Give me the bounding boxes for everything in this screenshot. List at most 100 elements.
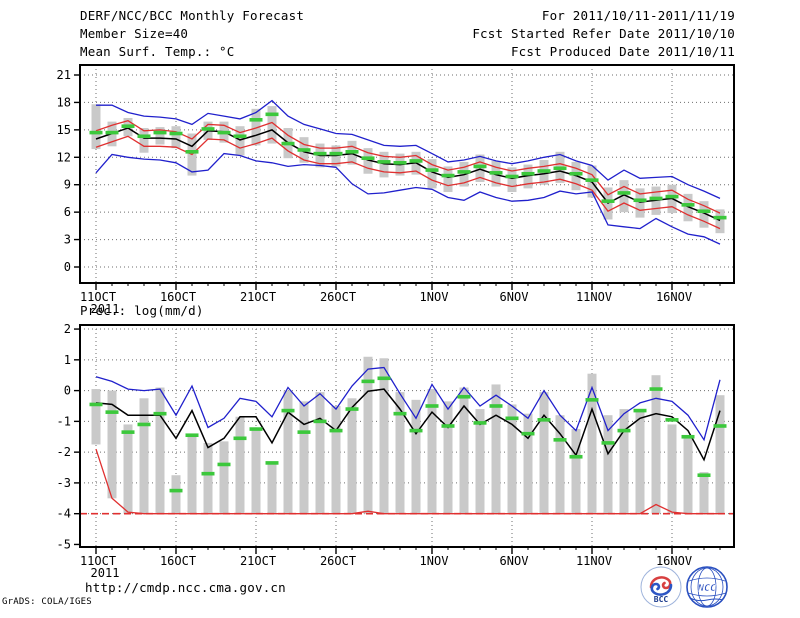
series-mean-plus-sd bbox=[95, 119, 721, 214]
x-tick-year-label: 2011 bbox=[91, 302, 120, 316]
x-tick-label: 26OCT bbox=[320, 290, 356, 304]
header-row-3: Mean Surf. Temp.: °C Fcst Produced Date … bbox=[80, 44, 735, 59]
range-bar bbox=[571, 429, 581, 514]
y-tick-label: 0 bbox=[64, 260, 71, 274]
y-tick-label: 1 bbox=[64, 353, 71, 367]
range-bar bbox=[315, 392, 325, 514]
x-tick-year-label: 2011 bbox=[91, 566, 120, 580]
x-tick-label: 1NOV bbox=[420, 290, 449, 304]
range-bar bbox=[267, 106, 277, 144]
range-bar bbox=[219, 441, 229, 514]
valid-range: For 2011/10/11-2011/11/19 bbox=[541, 8, 735, 23]
range-bar bbox=[363, 356, 373, 514]
y-tick-label: 2 bbox=[64, 322, 71, 336]
range-bar bbox=[587, 373, 597, 514]
range-bar bbox=[91, 389, 101, 445]
range-bar bbox=[491, 384, 501, 514]
series-ensemble-max bbox=[95, 366, 721, 442]
y-tick-label: -2 bbox=[57, 445, 71, 459]
range-bar bbox=[251, 427, 261, 514]
page-title: DERF/NCC/BCC Monthly Forecast bbox=[80, 8, 305, 23]
range-bar bbox=[427, 389, 437, 514]
ncc-logo: NCC bbox=[686, 566, 728, 608]
prec-panel-label: Prec.: log(mm/d) bbox=[80, 303, 204, 318]
range-bar bbox=[171, 126, 181, 149]
range-bar bbox=[235, 416, 245, 514]
x-tick-label: 26OCT bbox=[320, 554, 356, 568]
range-bar bbox=[507, 404, 517, 514]
x-tick-label: 16NOV bbox=[656, 554, 692, 568]
svg-text:BCC: BCC bbox=[654, 595, 669, 604]
range-bar bbox=[523, 164, 533, 189]
header-row-1: DERF/NCC/BCC Monthly Forecast For 2011/1… bbox=[80, 8, 735, 23]
range-bar bbox=[603, 415, 613, 514]
range-bar bbox=[347, 398, 357, 514]
svg-text:NCC: NCC bbox=[697, 583, 716, 594]
y-tick-label: -4 bbox=[57, 507, 71, 521]
x-tick-label: 21OCT bbox=[240, 290, 276, 304]
x-tick-label: 6NOV bbox=[500, 290, 529, 304]
range-bar bbox=[443, 166, 453, 193]
range-bar bbox=[475, 154, 485, 182]
range-bar bbox=[155, 387, 165, 514]
y-tick-label: -1 bbox=[57, 414, 71, 428]
bcc-logo: BCC bbox=[640, 566, 682, 608]
plot-frame bbox=[79, 324, 735, 548]
range-bar bbox=[683, 435, 693, 514]
grads-credit: GrADS: COLA/IGES bbox=[2, 597, 92, 607]
x-tick-label: 16OCT bbox=[160, 290, 196, 304]
x-tick-label: 1NOV bbox=[420, 554, 449, 568]
range-bar bbox=[299, 401, 309, 514]
range-bar bbox=[667, 424, 677, 514]
range-bar bbox=[251, 108, 261, 146]
source-url: http://cmdp.ncc.cma.gov.cn bbox=[85, 580, 286, 595]
y-tick-label: 3 bbox=[64, 233, 71, 247]
series-ensemble-mean bbox=[95, 127, 721, 222]
range-bar bbox=[619, 180, 629, 213]
range-bar bbox=[411, 399, 421, 514]
x-tick-label: 16NOV bbox=[656, 290, 692, 304]
y-tick-label: 6 bbox=[64, 205, 71, 219]
range-bar bbox=[427, 159, 437, 189]
range-bar bbox=[379, 151, 389, 178]
range-bar bbox=[459, 387, 469, 514]
series-mean-minus-sd bbox=[95, 135, 721, 230]
member-size: Member Size=40 bbox=[80, 26, 189, 41]
range-bar bbox=[379, 358, 389, 514]
range-bar bbox=[139, 128, 149, 153]
y-tick-label: -3 bbox=[57, 476, 71, 490]
range-bar bbox=[235, 126, 245, 156]
range-bar bbox=[683, 193, 693, 222]
y-tick-label: 12 bbox=[57, 150, 71, 164]
y-tick-label: -5 bbox=[57, 537, 71, 551]
range-bar bbox=[395, 392, 405, 514]
range-bar bbox=[283, 390, 293, 514]
x-tick-label: 11NOV bbox=[576, 290, 612, 304]
range-bar bbox=[715, 209, 725, 234]
x-tick-label: 6NOV bbox=[500, 554, 529, 568]
range-bar bbox=[555, 415, 565, 514]
range-bar bbox=[635, 188, 645, 218]
range-bar bbox=[443, 401, 453, 514]
range-bar bbox=[107, 390, 117, 499]
series-ensemble-max bbox=[96, 99, 721, 199]
range-bar bbox=[651, 375, 661, 514]
range-bar bbox=[699, 472, 709, 514]
y-tick-label: 0 bbox=[64, 384, 71, 398]
range-bar bbox=[523, 413, 533, 514]
x-tick-label: 16OCT bbox=[160, 554, 196, 568]
range-bar bbox=[139, 398, 149, 514]
range-bar bbox=[619, 409, 629, 514]
footer-logos: BCC NCC bbox=[640, 566, 728, 608]
range-bar bbox=[331, 405, 341, 514]
header-row-2: Member Size=40 Fcst Started Refer Date 2… bbox=[80, 26, 735, 41]
range-bar bbox=[187, 435, 197, 514]
range-bar bbox=[171, 475, 181, 514]
y-tick-label: 21 bbox=[57, 68, 71, 82]
series-ensemble-min bbox=[95, 152, 721, 245]
range-bar bbox=[91, 104, 101, 150]
